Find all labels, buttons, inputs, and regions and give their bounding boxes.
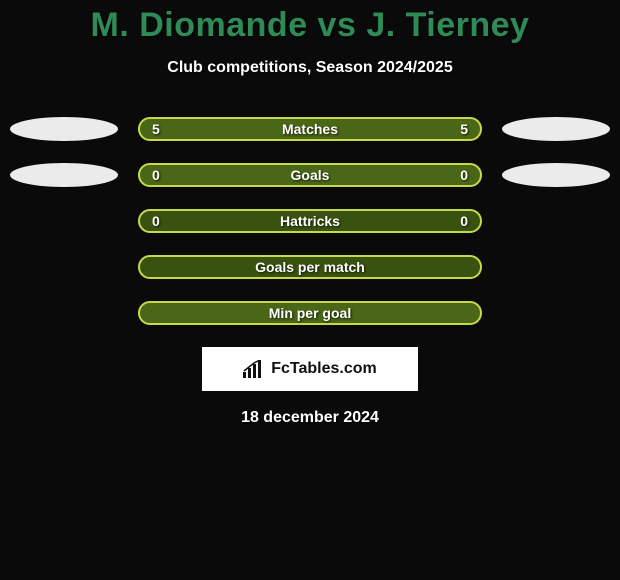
stat-row: 0Goals0 [0, 163, 620, 187]
stat-bar: Goals per match [138, 255, 482, 279]
stat-label: Min per goal [140, 305, 480, 321]
comparison-infographic: M. Diomande vs J. Tierney Club competiti… [0, 0, 620, 427]
branding-text: FcTables.com [271, 360, 377, 378]
left-ellipse [10, 301, 118, 325]
stat-label: Goals per match [140, 259, 480, 275]
right-value: 5 [460, 121, 468, 137]
page-title: M. Diomande vs J. Tierney [0, 6, 620, 45]
stat-label: Matches [140, 121, 480, 137]
stat-row: 0Hattricks0 [0, 209, 620, 233]
right-value: 0 [460, 213, 468, 229]
stat-rows: 5Matches50Goals00Hattricks0Goals per mat… [0, 117, 620, 325]
stat-bar: Min per goal [138, 301, 482, 325]
left-ellipse [10, 209, 118, 233]
stat-bar: 0Goals0 [138, 163, 482, 187]
right-ellipse [502, 255, 610, 279]
stat-bar: 0Hattricks0 [138, 209, 482, 233]
right-ellipse [502, 163, 610, 187]
left-value: 5 [152, 121, 160, 137]
branding-badge: FcTables.com [202, 347, 418, 391]
left-ellipse [10, 117, 118, 141]
left-ellipse [10, 163, 118, 187]
stat-label: Hattricks [140, 213, 480, 229]
right-ellipse [502, 209, 610, 233]
stat-row: 5Matches5 [0, 117, 620, 141]
left-value: 0 [152, 213, 160, 229]
chart-icon [243, 360, 265, 378]
left-ellipse [10, 255, 118, 279]
stat-label: Goals [140, 167, 480, 183]
subtitle: Club competitions, Season 2024/2025 [0, 59, 620, 77]
left-value: 0 [152, 167, 160, 183]
right-ellipse [502, 117, 610, 141]
right-value: 0 [460, 167, 468, 183]
date-label: 18 december 2024 [0, 409, 620, 427]
right-ellipse [502, 301, 610, 325]
stat-row: Goals per match [0, 255, 620, 279]
stat-bar: 5Matches5 [138, 117, 482, 141]
stat-row: Min per goal [0, 301, 620, 325]
